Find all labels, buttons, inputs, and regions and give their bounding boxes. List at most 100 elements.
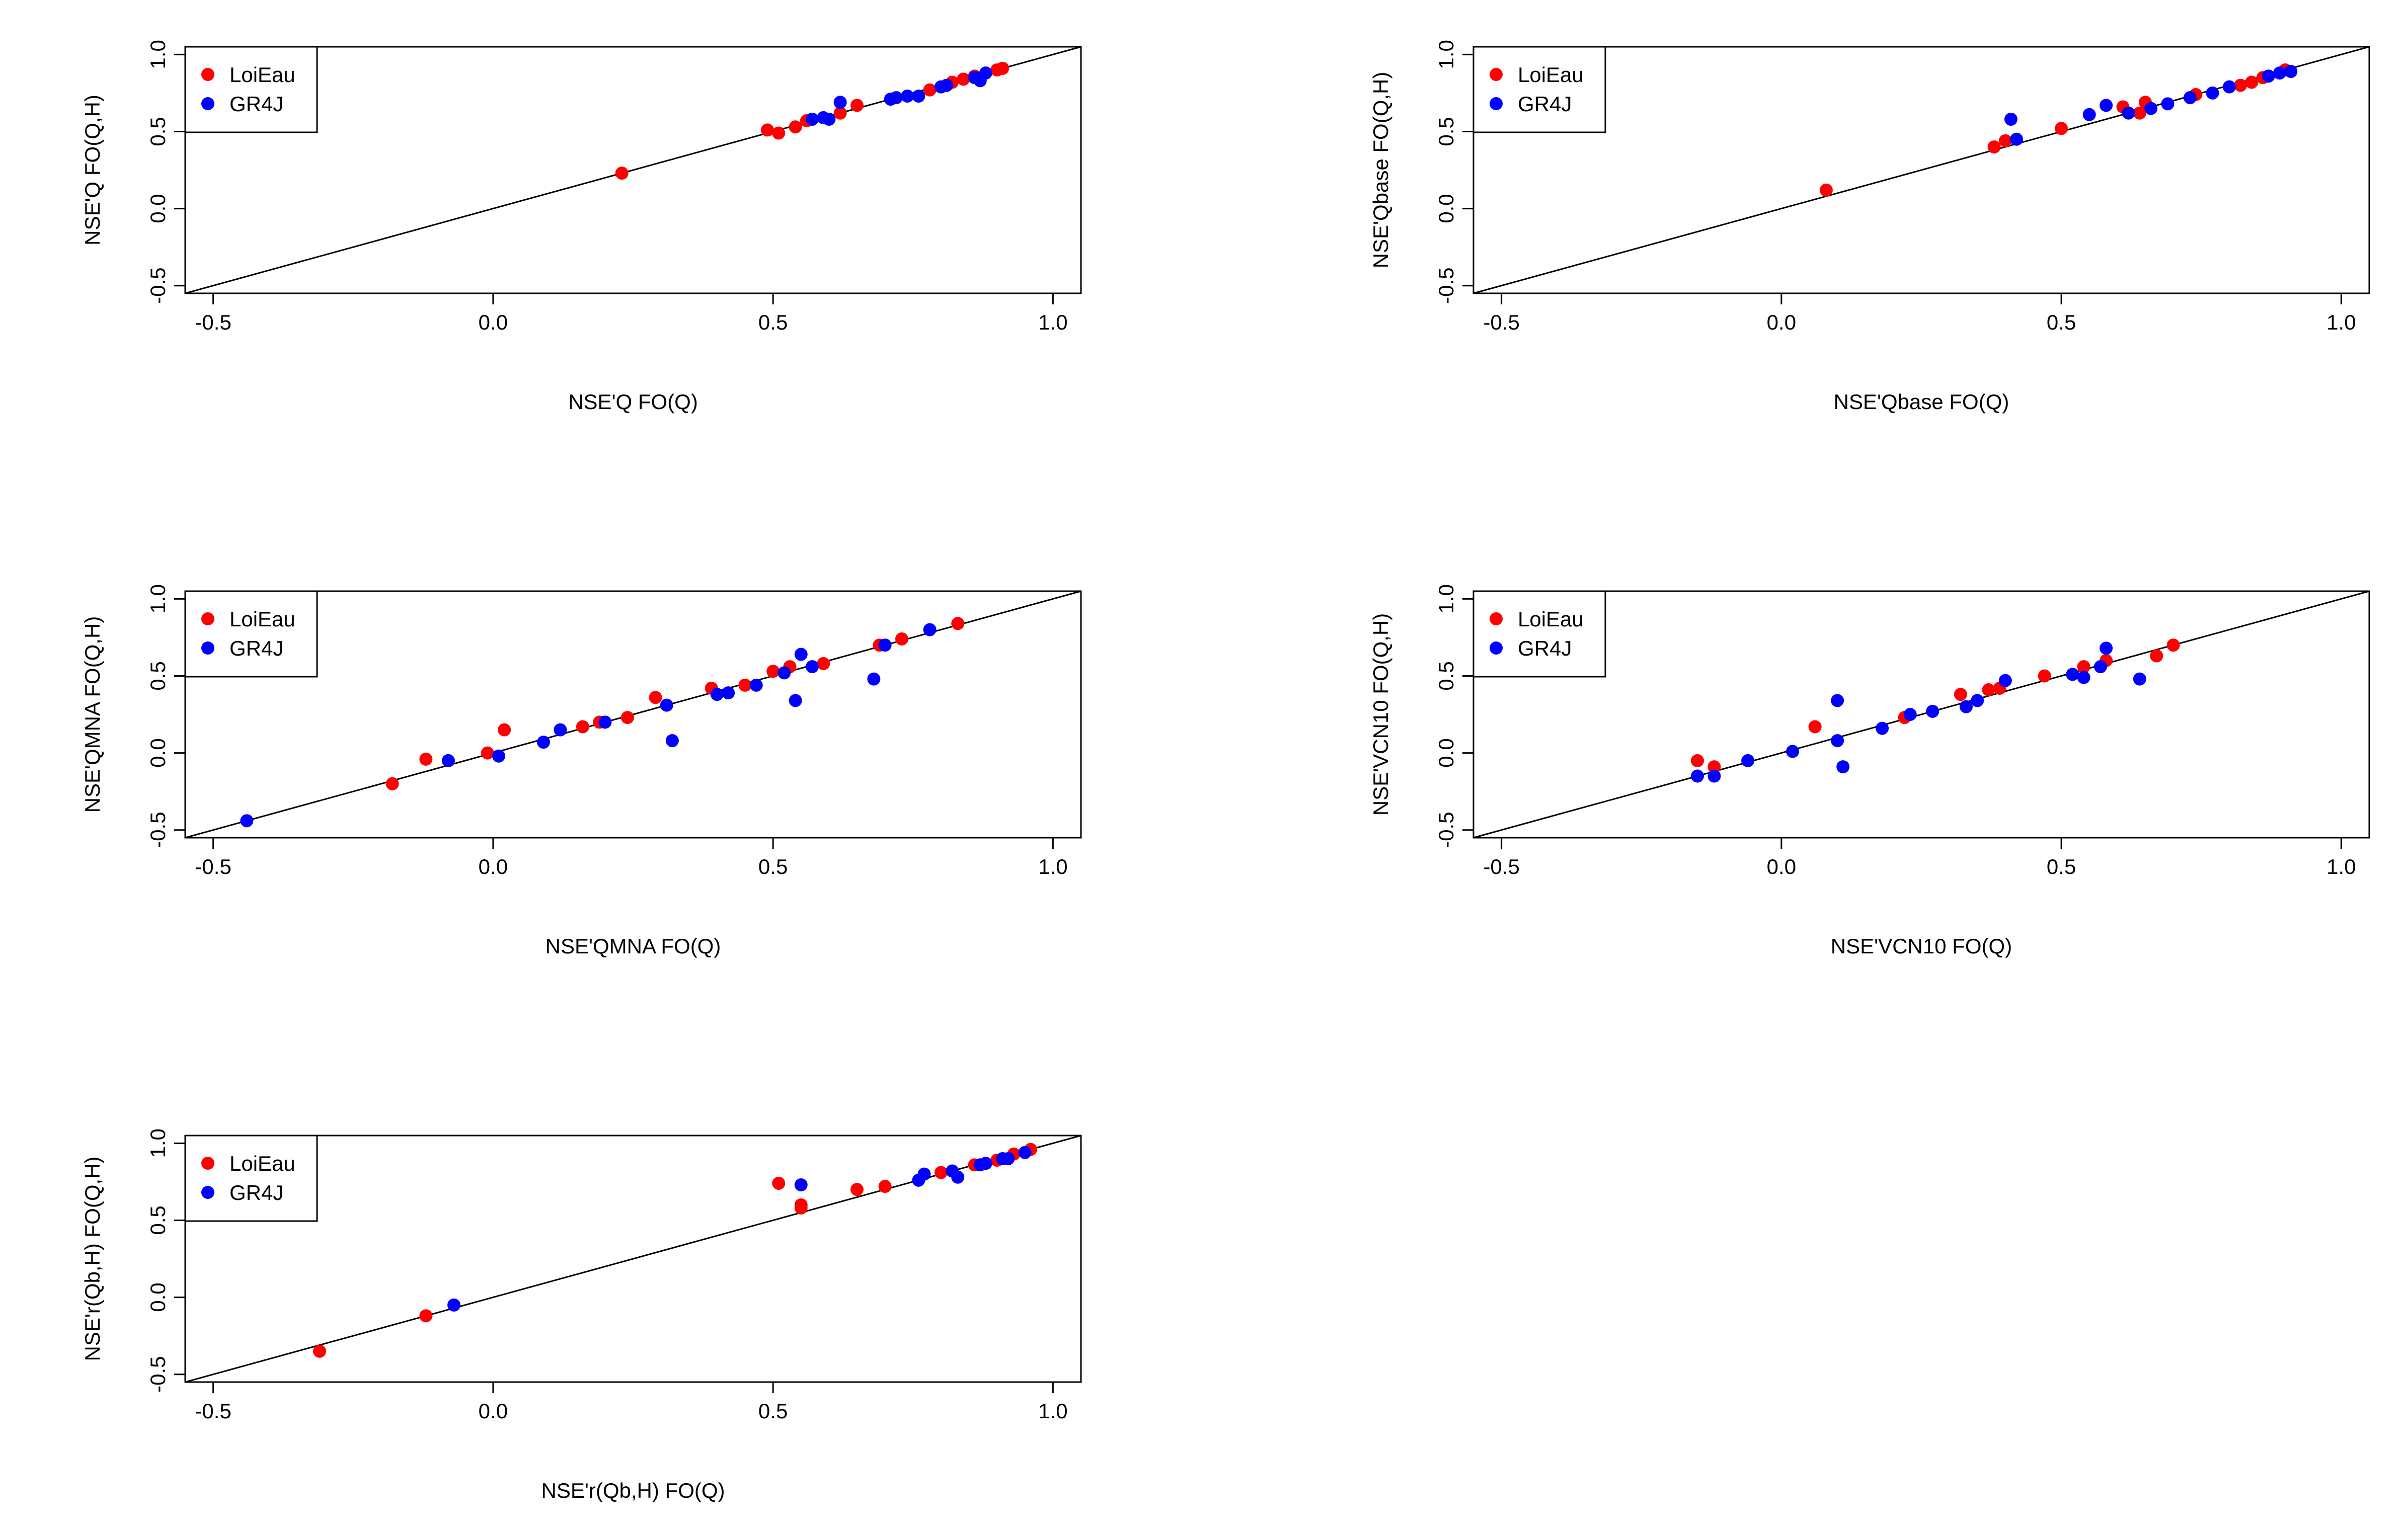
point-GR4J: [492, 749, 505, 763]
point-LoiEau: [481, 746, 494, 760]
legend-label-GR4J: GR4J: [229, 636, 283, 660]
point-GR4J: [867, 672, 881, 686]
point-GR4J: [665, 734, 679, 748]
point-GR4J: [912, 90, 925, 103]
point-GR4J: [2122, 106, 2135, 120]
point-LoiEau: [923, 83, 937, 97]
series-GR4J: [1691, 641, 2146, 783]
legend-marker-LoiEau: [201, 612, 214, 625]
point-GR4J: [951, 1170, 965, 1184]
point-LoiEau: [419, 1309, 433, 1323]
point-GR4J: [1691, 769, 1704, 783]
legend-marker-LoiEau: [1490, 612, 1503, 625]
point-LoiEau: [738, 678, 752, 692]
plot-frame: [1472, 590, 2370, 839]
y-tick-label: -0.5: [146, 268, 170, 304]
y-axis-title: NSE'Qbase FO(Q,H): [1369, 72, 1392, 269]
plot-frame: [184, 590, 1082, 839]
point-GR4J: [889, 91, 903, 105]
y-tick-label: 0.5: [146, 1205, 170, 1235]
point-GR4J: [806, 660, 819, 674]
x-tick-label: 0.0: [1767, 310, 1796, 334]
point-GR4J: [2066, 668, 2079, 681]
legend-label-GR4J: GR4J: [1518, 636, 1572, 660]
point-GR4J: [1960, 700, 1973, 713]
x-tick-label: 0.5: [2047, 855, 2076, 878]
point-GR4J: [447, 1298, 460, 1312]
point-LoiEau: [1954, 688, 1967, 701]
point-LoiEau: [1691, 754, 1704, 767]
point-GR4J: [901, 90, 914, 103]
point-LoiEau: [498, 723, 511, 737]
point-GR4J: [1998, 674, 2012, 687]
scatter-panel-3: -0.5 0.0 0.5 1.0 -0.5 0.0 0.5 1.0 NSE'QMNA FO(Q)…: [81, 584, 1082, 958]
point-LoiEau: [649, 691, 662, 704]
legend-label-GR4J: GR4J: [229, 1181, 283, 1204]
x-tick-label: -0.5: [1483, 310, 1519, 334]
point-GR4J: [2161, 97, 2174, 111]
x-tick-label: -0.5: [195, 855, 231, 878]
point-GR4J: [1831, 734, 1844, 748]
series-LoiEau: [1819, 63, 2292, 197]
point-GR4J: [979, 1157, 992, 1170]
point-GR4J: [979, 66, 992, 80]
point-LoiEau: [1982, 683, 1995, 696]
y-tick-label: 0.5: [146, 117, 170, 146]
y-tick-label: 0.0: [146, 1282, 170, 1312]
legend-box: [184, 1135, 318, 1222]
point-GR4J: [240, 814, 254, 828]
legend-box: [1472, 46, 1606, 133]
scatter-panel-2: -0.5 0.0 0.5 1.0 -0.5 0.0 0.5 1.0 NSE'Qbase FO(Q…: [1369, 40, 2370, 414]
y-tick-label: 0.5: [1434, 661, 1458, 690]
scatter-panel-1: -0.5 0.0 0.5 1.0 -0.5 0.0 0.5 1.0 NSE'Q FO(Q) NSE…: [81, 40, 1082, 414]
point-LoiEau: [2055, 122, 2068, 135]
legend-box: [184, 46, 318, 133]
point-GR4J: [1707, 769, 1721, 783]
series-LoiEau: [313, 1143, 1037, 1358]
point-GR4J: [923, 623, 937, 636]
y-tick-label: 1.0: [1434, 584, 1458, 613]
point-GR4J: [1903, 708, 1917, 721]
x-axis-title: NSE'QMNA FO(Q): [546, 934, 721, 958]
point-LoiEau: [766, 665, 780, 678]
legend-marker-LoiEau: [201, 68, 214, 81]
point-GR4J: [710, 688, 724, 701]
y-tick-label: 0.0: [146, 194, 170, 223]
point-GR4J: [1001, 1152, 1015, 1165]
legend-marker-GR4J: [1490, 97, 1503, 110]
point-GR4J: [2082, 108, 2096, 121]
legend: LoiEau GR4J: [184, 590, 318, 678]
point-GR4J: [794, 1178, 808, 1191]
x-tick-label: 0.0: [479, 855, 508, 878]
y-tick-label: 0.5: [146, 661, 170, 690]
scatter-panel-4: -0.5 0.0 0.5 1.0 -0.5 0.0 0.5 1.0 NSE'VCN10 FO(Q…: [1369, 584, 2370, 958]
plot-frame: [1472, 46, 2370, 294]
legend-marker-GR4J: [201, 97, 214, 110]
y-axis-title: NSE'VCN10 FO(Q,H): [1369, 613, 1392, 816]
plot-frame: [184, 46, 1082, 294]
point-LoiEau: [772, 126, 786, 140]
point-GR4J: [554, 723, 567, 737]
point-GR4J: [2004, 112, 2017, 126]
x-tick-label: 0.5: [758, 855, 788, 878]
point-LoiEau: [385, 777, 399, 790]
point-LoiEau: [1998, 134, 2012, 147]
plot-frame: [184, 1135, 1082, 1383]
y-tick-label: 0.5: [1434, 117, 1458, 146]
y-axis-title: NSE'r(Qb,H) FO(Q,H): [81, 1157, 104, 1361]
point-LoiEau: [2234, 78, 2247, 92]
y-tick-label: -0.5: [146, 1356, 170, 1393]
legend-box: [184, 590, 318, 678]
y-tick-label: 1.0: [146, 1128, 170, 1158]
point-LoiEau: [996, 61, 1009, 75]
point-LoiEau: [850, 99, 864, 112]
point-LoiEau: [789, 120, 802, 134]
legend-marker-LoiEau: [201, 1157, 214, 1170]
point-GR4J: [1926, 704, 1939, 718]
point-GR4J: [660, 698, 673, 712]
point-GR4J: [1836, 760, 1850, 774]
legend-marker-GR4J: [201, 641, 214, 655]
point-LoiEau: [2150, 649, 2163, 663]
x-tick-label: -0.5: [195, 310, 231, 334]
point-GR4J: [598, 715, 612, 729]
